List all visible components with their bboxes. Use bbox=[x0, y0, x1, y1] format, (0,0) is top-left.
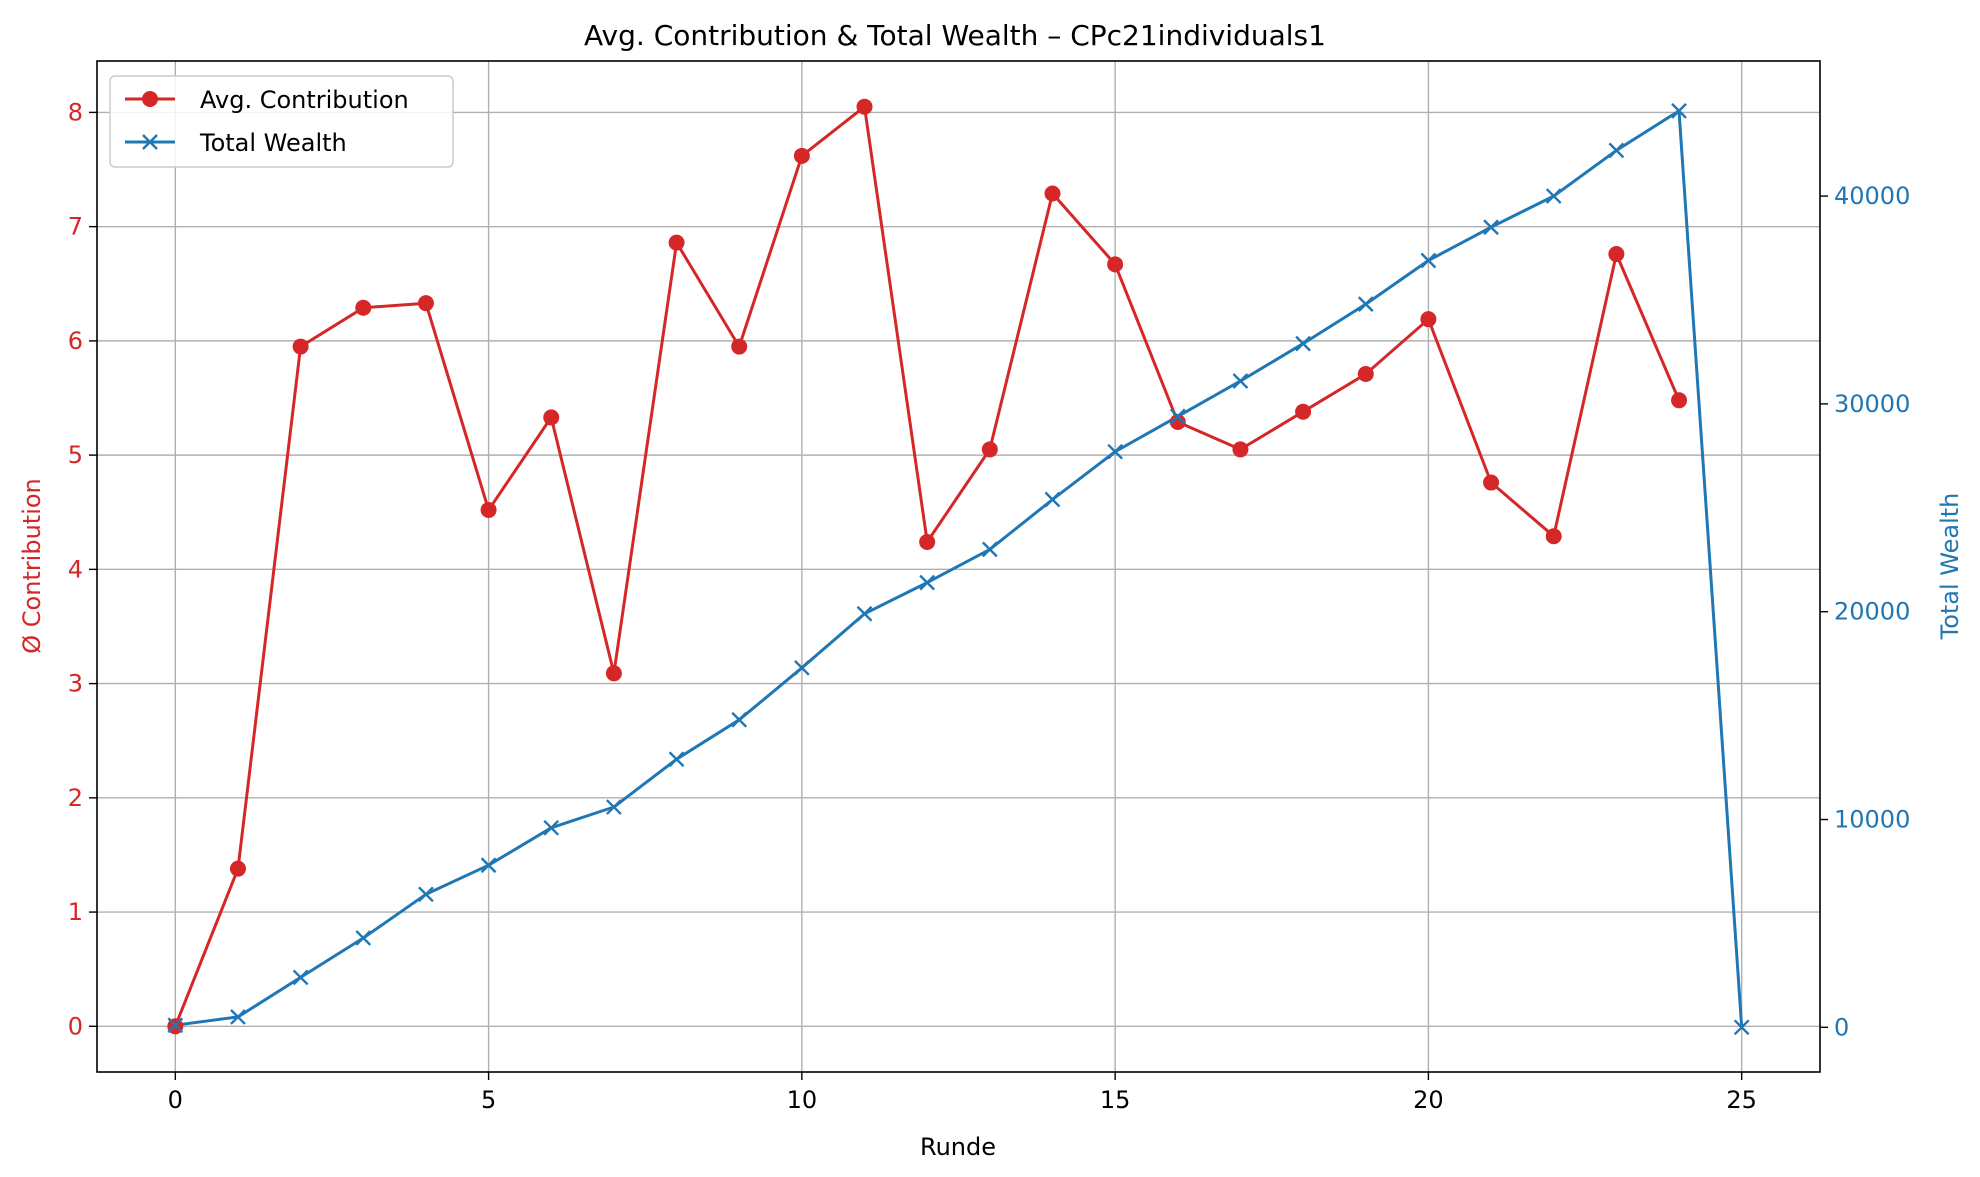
x-tick-label: 5 bbox=[481, 1086, 496, 1114]
point-avg-contribution bbox=[668, 234, 685, 251]
plot-frame bbox=[96, 60, 1821, 1073]
point-total-wealth bbox=[794, 659, 810, 676]
point-avg-contribution bbox=[229, 860, 246, 877]
point-avg-contribution bbox=[355, 299, 372, 316]
point-total-wealth bbox=[731, 711, 748, 728]
legend-box bbox=[109, 75, 454, 168]
point-total-wealth bbox=[355, 930, 372, 946]
y-left-tick-label: 1 bbox=[68, 898, 83, 926]
point-avg-contribution bbox=[919, 533, 936, 550]
y-left-tick-label: 7 bbox=[68, 213, 83, 241]
point-total-wealth bbox=[1357, 296, 1374, 312]
y-left-tick-label: 4 bbox=[68, 555, 83, 583]
point-avg-contribution bbox=[292, 338, 309, 355]
point-avg-contribution bbox=[1169, 413, 1186, 430]
point-avg-contribution bbox=[543, 409, 560, 426]
point-avg-contribution bbox=[793, 147, 810, 164]
x-tick-label: 25 bbox=[1726, 1086, 1757, 1114]
point-total-wealth bbox=[919, 574, 936, 591]
point-total-wealth bbox=[606, 799, 622, 815]
point-total-wealth bbox=[1483, 219, 1499, 236]
point-avg-contribution bbox=[480, 501, 497, 518]
point-avg-contribution bbox=[1357, 366, 1374, 383]
y-left-tick-label: 2 bbox=[68, 784, 83, 812]
point-avg-contribution bbox=[731, 338, 748, 355]
series-markers bbox=[167, 98, 1750, 1036]
point-total-wealth bbox=[292, 969, 309, 986]
point-total-wealth bbox=[230, 1009, 246, 1025]
x-tick-label: 0 bbox=[168, 1086, 183, 1114]
y-right-tick-label: 40000 bbox=[1834, 182, 1910, 210]
y-left-tick-label: 6 bbox=[68, 327, 83, 355]
point-avg-contribution bbox=[1483, 474, 1500, 491]
series-line-total-wealth bbox=[175, 109, 1744, 1028]
x-axis-label: Runde bbox=[920, 1133, 996, 1161]
y-left-tick-label: 8 bbox=[68, 98, 83, 126]
grid bbox=[97, 61, 1820, 1072]
point-total-wealth bbox=[856, 605, 873, 622]
point-total-wealth bbox=[1733, 1019, 1750, 1036]
x-axis: 0 5 10 15 20 25 bbox=[168, 1072, 1757, 1114]
point-total-wealth bbox=[1671, 103, 1687, 119]
point-total-wealth bbox=[668, 751, 685, 768]
point-avg-contribution bbox=[1044, 185, 1061, 202]
y-axis-right-label: Total Wealth bbox=[1936, 493, 1964, 641]
point-total-wealth bbox=[167, 1017, 184, 1034]
point-avg-contribution bbox=[856, 98, 873, 115]
point-avg-contribution bbox=[981, 441, 998, 458]
point-avg-contribution bbox=[1232, 441, 1249, 458]
point-total-wealth bbox=[1232, 373, 1249, 389]
x-tick-label: 20 bbox=[1413, 1086, 1444, 1114]
y-axis-left: 0 1 2 3 4 5 6 7 8 bbox=[68, 98, 97, 1040]
point-total-wealth bbox=[1545, 188, 1562, 204]
point-avg-contribution bbox=[417, 295, 434, 312]
point-avg-contribution bbox=[1107, 256, 1124, 273]
y-right-tick-label: 30000 bbox=[1834, 390, 1910, 418]
point-total-wealth bbox=[1295, 335, 1311, 352]
y-axis-right: 0 10000 20000 30000 40000 bbox=[1820, 182, 1910, 1041]
legend-label-total-wealth: Total Wealth bbox=[199, 129, 347, 157]
point-avg-contribution bbox=[1420, 311, 1437, 328]
point-total-wealth bbox=[543, 819, 560, 836]
point-avg-contribution bbox=[605, 665, 622, 682]
y-left-tick-label: 3 bbox=[68, 670, 83, 698]
legend-marker-avg-contribution bbox=[142, 91, 158, 107]
y-axis-left-label: Ø Contribution bbox=[18, 478, 46, 654]
legend-marker-total-wealth bbox=[142, 134, 158, 150]
y-right-tick-label: 10000 bbox=[1834, 806, 1910, 834]
point-avg-contribution bbox=[1671, 392, 1688, 409]
point-total-wealth bbox=[981, 541, 998, 558]
legend-label-avg-contribution: Avg. Contribution bbox=[200, 86, 409, 114]
point-avg-contribution bbox=[1295, 403, 1312, 420]
point-total-wealth bbox=[480, 857, 497, 874]
point-total-wealth bbox=[1044, 491, 1061, 508]
y-right-tick-label: 20000 bbox=[1834, 598, 1910, 626]
point-total-wealth bbox=[1420, 252, 1437, 269]
point-avg-contribution bbox=[1545, 528, 1562, 545]
y-left-tick-label: 5 bbox=[68, 441, 83, 469]
point-avg-contribution bbox=[1608, 246, 1625, 263]
y-right-tick-label: 0 bbox=[1834, 1013, 1849, 1041]
x-tick-label: 15 bbox=[1100, 1086, 1131, 1114]
point-total-wealth bbox=[1608, 142, 1625, 159]
x-tick-label: 10 bbox=[787, 1086, 818, 1114]
point-total-wealth bbox=[1107, 443, 1123, 460]
point-total-wealth bbox=[1169, 408, 1186, 425]
chart-title: Avg. Contribution & Total Wealth – CPc21… bbox=[584, 19, 1326, 52]
legend: Avg. Contribution Total Wealth bbox=[109, 75, 454, 168]
y-left-tick-label: 0 bbox=[68, 1012, 83, 1040]
point-total-wealth bbox=[418, 886, 434, 903]
